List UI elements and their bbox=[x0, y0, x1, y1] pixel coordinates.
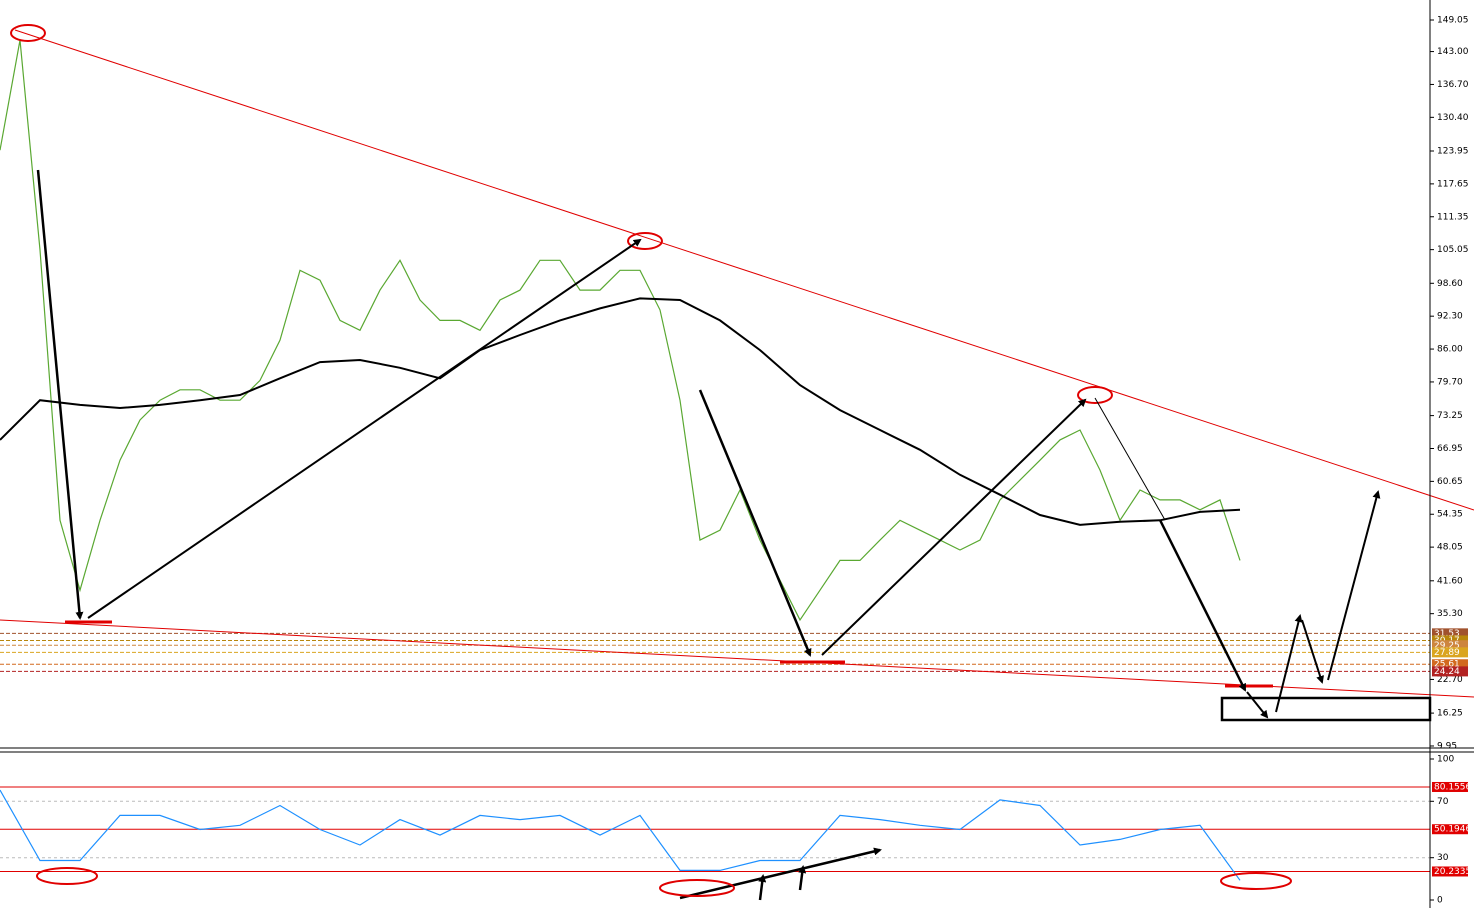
level-label-bg bbox=[1432, 628, 1468, 639]
y-tick-label: 92.30 bbox=[1437, 312, 1463, 322]
level-label-bg bbox=[1432, 866, 1468, 877]
y-tick-label: 136.70 bbox=[1437, 80, 1469, 90]
level-label: 25.61 bbox=[1434, 660, 1460, 670]
level-label: 27.89 bbox=[1434, 648, 1460, 658]
y-tick-label: 105.05 bbox=[1437, 245, 1469, 255]
series-line bbox=[0, 789, 1241, 881]
arrow bbox=[798, 865, 807, 891]
level-label-bg bbox=[1432, 824, 1468, 835]
y-tick-label: 60.65 bbox=[1437, 477, 1463, 487]
arrow bbox=[698, 389, 812, 657]
arrow bbox=[821, 398, 1087, 656]
arrow bbox=[1246, 691, 1269, 719]
level-label: 31.53 bbox=[1434, 629, 1460, 639]
plot bbox=[0, 39, 1430, 881]
y-tick-label: 41.60 bbox=[1437, 576, 1463, 586]
highlight bbox=[36, 867, 98, 885]
y-tick-label: 98.60 bbox=[1437, 279, 1463, 289]
y-tick-label: 79.70 bbox=[1437, 377, 1463, 387]
level-label-bg bbox=[1432, 647, 1468, 658]
highlight bbox=[1077, 386, 1113, 404]
y-tick-label: 35.30 bbox=[1437, 609, 1463, 619]
y-tick-label: 48.05 bbox=[1437, 543, 1463, 553]
arrow bbox=[1275, 614, 1303, 713]
y-tick-label: 86.00 bbox=[1437, 345, 1463, 355]
y-tick-label: 54.35 bbox=[1437, 510, 1463, 520]
arrow bbox=[36, 169, 84, 620]
y-tick-label: 117.65 bbox=[1437, 179, 1469, 189]
level-label: 50.1946 bbox=[1434, 825, 1471, 835]
series-line bbox=[0, 297, 1241, 526]
level-label-bg bbox=[1432, 640, 1468, 651]
guide-line bbox=[1094, 397, 1166, 521]
y-tick-label: 9.95 bbox=[1437, 741, 1457, 751]
y-tick-label: 22.70 bbox=[1437, 675, 1463, 685]
level-label: 80.1556 bbox=[1434, 782, 1471, 792]
highlight bbox=[1220, 872, 1292, 890]
arrow bbox=[1327, 490, 1381, 681]
y-tick-label: 111.35 bbox=[1437, 212, 1469, 222]
y-tick-label: 0 bbox=[1437, 896, 1443, 906]
y-tick-label: 73.25 bbox=[1437, 411, 1463, 421]
trendline bbox=[14, 29, 1474, 511]
level-label: 24.24 bbox=[1434, 667, 1460, 677]
level-label: 20.2335 bbox=[1434, 867, 1471, 877]
y-tick-label: 66.95 bbox=[1437, 444, 1463, 454]
highlight bbox=[627, 232, 663, 250]
y-tick-label: 30 bbox=[1437, 853, 1449, 863]
arrow bbox=[1301, 619, 1324, 684]
highlight bbox=[10, 24, 46, 42]
y-tick-label: 149.05 bbox=[1437, 15, 1469, 25]
y-tick-label: 143.00 bbox=[1437, 47, 1469, 57]
level-label-bg bbox=[1432, 659, 1468, 670]
y-tick-label: 16.25 bbox=[1437, 709, 1463, 719]
arrow bbox=[679, 847, 882, 900]
level-label-bg bbox=[1432, 781, 1468, 792]
level-label: 29.25 bbox=[1434, 641, 1460, 651]
arrow bbox=[1158, 519, 1247, 692]
series-line bbox=[0, 39, 1241, 622]
arrow bbox=[758, 874, 767, 901]
y-tick-label: 123.95 bbox=[1437, 146, 1469, 156]
y-tick-label: 130.40 bbox=[1437, 113, 1469, 123]
highlight bbox=[659, 879, 735, 897]
level-label-bg bbox=[1432, 666, 1468, 677]
arrow bbox=[87, 238, 642, 619]
trendline bbox=[0, 619, 1474, 698]
y-tick-label: 70 bbox=[1437, 797, 1449, 807]
y-tick-label: 100 bbox=[1437, 755, 1454, 765]
